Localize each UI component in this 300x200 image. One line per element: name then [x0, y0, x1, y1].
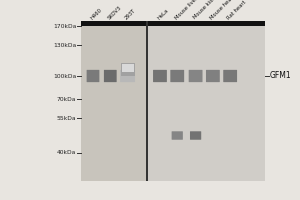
FancyBboxPatch shape: [223, 70, 237, 82]
Text: 55kDa: 55kDa: [57, 116, 76, 121]
Text: HeLa: HeLa: [156, 7, 169, 20]
Text: Mouse liver: Mouse liver: [174, 0, 199, 20]
Text: SKOV3: SKOV3: [107, 5, 122, 20]
Bar: [121, 63, 135, 76]
FancyBboxPatch shape: [190, 131, 201, 140]
Text: 130kDa: 130kDa: [53, 43, 76, 48]
FancyBboxPatch shape: [104, 70, 117, 82]
Text: 70kDa: 70kDa: [57, 97, 76, 102]
FancyBboxPatch shape: [206, 70, 220, 82]
Text: Rat heart: Rat heart: [226, 0, 248, 20]
Bar: [122, 64, 134, 72]
Bar: [148, 21, 265, 26]
Bar: [81, 21, 146, 26]
Text: 40kDa: 40kDa: [57, 150, 76, 155]
Text: GFM1: GFM1: [270, 72, 292, 80]
Bar: [81, 21, 146, 181]
FancyBboxPatch shape: [189, 70, 202, 82]
Text: H460: H460: [89, 7, 103, 20]
Text: Mouse heart: Mouse heart: [209, 0, 236, 20]
FancyBboxPatch shape: [120, 70, 135, 82]
FancyBboxPatch shape: [172, 131, 183, 140]
Text: Mouse kidney: Mouse kidney: [192, 0, 221, 20]
Text: 170kDa: 170kDa: [53, 24, 76, 29]
FancyBboxPatch shape: [153, 70, 167, 82]
Text: 293T: 293T: [124, 7, 137, 20]
FancyBboxPatch shape: [170, 70, 184, 82]
Text: 100kDa: 100kDa: [53, 73, 76, 78]
FancyBboxPatch shape: [87, 70, 99, 82]
Bar: [148, 21, 265, 181]
